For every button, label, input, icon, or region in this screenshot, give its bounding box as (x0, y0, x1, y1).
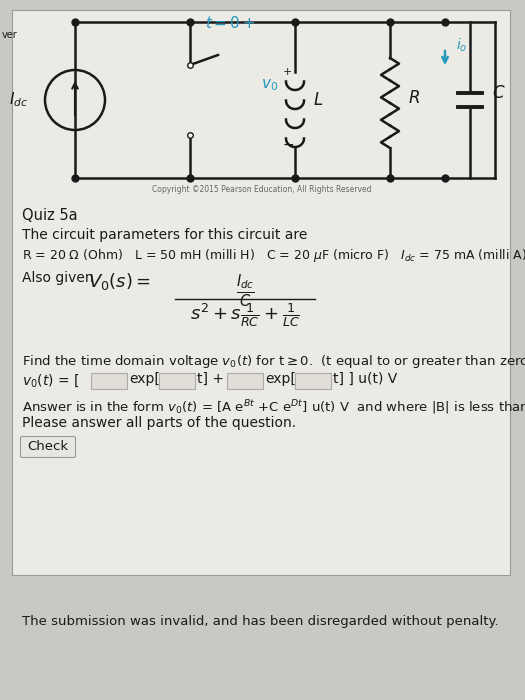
Text: $\frac{I_{dc}}{C}$: $\frac{I_{dc}}{C}$ (236, 273, 255, 310)
Text: exp[: exp[ (265, 372, 296, 386)
FancyBboxPatch shape (12, 10, 510, 575)
Text: $t = 0 +$: $t = 0 +$ (205, 15, 256, 31)
Text: $-$: $-$ (282, 137, 294, 151)
Bar (159, 373, 195, 389)
Text: t] ] u(t) V: t] ] u(t) V (333, 372, 397, 386)
Bar (295, 373, 331, 389)
Text: $L$: $L$ (313, 91, 323, 109)
Text: t] +: t] + (197, 372, 224, 386)
Text: The submission was invalid, and has been disregarded without penalty.: The submission was invalid, and has been… (22, 615, 499, 628)
Text: $I_{dc}$: $I_{dc}$ (8, 90, 27, 109)
Text: exp[: exp[ (129, 372, 160, 386)
Text: Copyright ©2015 Pearson Education, All Rights Reserved: Copyright ©2015 Pearson Education, All R… (152, 185, 372, 194)
Text: Answer is in the form $v_0(t)$ = [A e$^{Bt}$ +C e$^{Dt}$] u(t) V  and where |B| : Answer is in the form $v_0(t)$ = [A e$^{… (22, 398, 525, 416)
Text: ver: ver (2, 30, 18, 40)
Text: $+$: $+$ (282, 66, 292, 77)
Bar (227, 373, 263, 389)
Text: $C$: $C$ (492, 84, 506, 102)
Text: Check: Check (27, 440, 69, 454)
Text: $i_o$: $i_o$ (456, 37, 467, 55)
Text: The circuit parameters for this circuit are: The circuit parameters for this circuit … (22, 228, 307, 242)
Text: Also given: Also given (22, 271, 98, 285)
Text: Quiz 5a: Quiz 5a (22, 208, 78, 223)
Text: $s^2+s\frac{1}{RC}+\frac{1}{LC}$: $s^2+s\frac{1}{RC}+\frac{1}{LC}$ (190, 301, 300, 329)
Text: Please answer all parts of the question.: Please answer all parts of the question. (22, 416, 296, 430)
Text: R = 20 $\Omega$ (Ohm)   L = 50 mH (milli H)   C = 20 $\mu$F (micro F)   $I_{dc}$: R = 20 $\Omega$ (Ohm) L = 50 mH (milli H… (22, 247, 525, 264)
Text: Find the time domain voltage $v_0(t)$ for t$\geq$0.  (t equal to or greater than: Find the time domain voltage $v_0(t)$ fo… (22, 353, 525, 370)
Bar (91, 373, 127, 389)
Text: $R$: $R$ (408, 89, 420, 107)
Text: $v_0$: $v_0$ (261, 77, 279, 92)
FancyBboxPatch shape (20, 437, 76, 458)
Text: $V_0(s) =$: $V_0(s) =$ (88, 271, 151, 292)
Text: $v_0(t)$ = [: $v_0(t)$ = [ (22, 372, 80, 389)
